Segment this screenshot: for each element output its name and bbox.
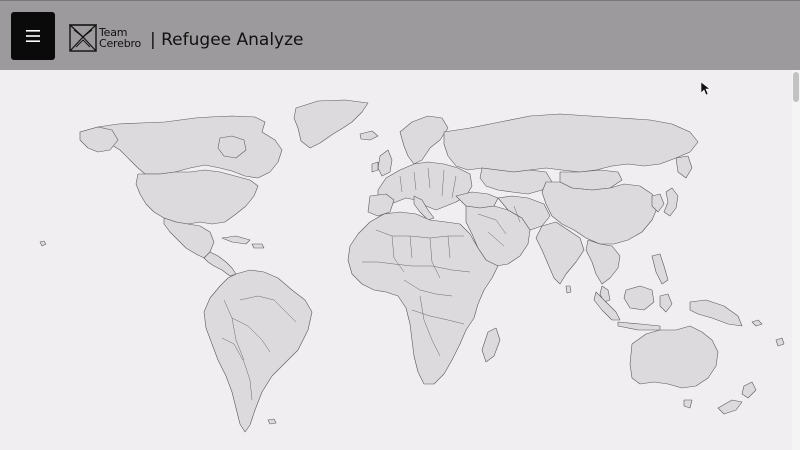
country-alaska[interactable] bbox=[79, 126, 119, 153]
border-brazil bbox=[223, 295, 297, 361]
border-europe bbox=[399, 167, 457, 199]
country-iberia[interactable] bbox=[367, 193, 395, 217]
country-korea[interactable] bbox=[651, 193, 665, 213]
country-middle-east[interactable] bbox=[465, 205, 531, 267]
country-sumatra[interactable] bbox=[593, 291, 621, 321]
country-south-america[interactable] bbox=[203, 269, 313, 433]
country-australia[interactable] bbox=[629, 325, 719, 389]
country-tasmania[interactable] bbox=[683, 399, 693, 409]
menu-button[interactable] bbox=[11, 12, 55, 60]
hamburger-icon bbox=[26, 30, 40, 42]
country-java[interactable] bbox=[617, 321, 661, 331]
country-sri-lanka[interactable] bbox=[565, 285, 572, 294]
country-mexico[interactable] bbox=[163, 217, 215, 259]
logo-text: Team Cerebro bbox=[99, 27, 141, 49]
country-turkey[interactable] bbox=[455, 191, 499, 209]
country-china[interactable] bbox=[541, 181, 659, 245]
team-logo[interactable]: Team Cerebro bbox=[69, 23, 141, 53]
country-philippines[interactable] bbox=[651, 253, 669, 285]
country-africa[interactable] bbox=[347, 211, 499, 385]
country-japan[interactable] bbox=[663, 187, 679, 217]
border-middle-east bbox=[477, 205, 521, 247]
country-indochina[interactable] bbox=[585, 239, 621, 285]
border-andes bbox=[221, 337, 253, 401]
world-map-container[interactable] bbox=[0, 70, 792, 450]
vertical-scrollbar[interactable] bbox=[792, 70, 800, 450]
country-madagascar[interactable] bbox=[481, 327, 501, 363]
country-italy[interactable] bbox=[413, 195, 435, 221]
country-solomon[interactable] bbox=[751, 319, 763, 327]
country-hudson-bay-islands[interactable] bbox=[217, 135, 247, 159]
border-africa-central bbox=[362, 261, 471, 357]
country-hispaniola[interactable] bbox=[251, 243, 265, 249]
country-usa[interactable] bbox=[135, 169, 259, 225]
country-borneo[interactable] bbox=[623, 285, 655, 311]
border-africa-north bbox=[375, 229, 464, 279]
country-central-america[interactable] bbox=[203, 251, 237, 277]
country-sulawesi[interactable] bbox=[659, 293, 673, 313]
country-canada[interactable] bbox=[79, 115, 283, 179]
mouse-cursor-icon bbox=[701, 82, 711, 96]
country-falklands[interactable] bbox=[267, 418, 277, 425]
team-cerebro-logo-icon bbox=[69, 24, 97, 52]
country-new-zealand-south[interactable] bbox=[717, 399, 743, 415]
country-greenland[interactable] bbox=[293, 99, 369, 149]
country-ireland[interactable] bbox=[371, 161, 379, 173]
country-india[interactable] bbox=[535, 221, 585, 285]
country-new-caledonia[interactable] bbox=[775, 337, 785, 347]
page-title: | Refugee Analyze bbox=[150, 30, 304, 50]
country-uk[interactable] bbox=[377, 149, 393, 177]
country-new-guinea[interactable] bbox=[689, 299, 743, 327]
world-map[interactable] bbox=[0, 70, 792, 450]
country-russia[interactable] bbox=[443, 113, 699, 173]
logo-line-1: Team bbox=[99, 26, 128, 39]
country-hawaii[interactable] bbox=[39, 240, 47, 247]
country-iran-afghan[interactable] bbox=[497, 195, 551, 231]
country-kazakhstan[interactable] bbox=[479, 167, 553, 195]
country-kamchatka[interactable] bbox=[675, 155, 693, 179]
top-bar: Team Cerebro | Refugee Analyze bbox=[0, 0, 800, 70]
logo-line-2: Cerebro bbox=[99, 37, 142, 50]
country-malaysia[interactable] bbox=[599, 285, 611, 303]
country-iceland[interactable] bbox=[359, 130, 379, 141]
country-cuba[interactable] bbox=[221, 235, 251, 245]
scrollbar-thumb[interactable] bbox=[793, 72, 799, 102]
country-scandinavia[interactable] bbox=[399, 115, 449, 165]
country-new-zealand-north[interactable] bbox=[741, 381, 757, 399]
